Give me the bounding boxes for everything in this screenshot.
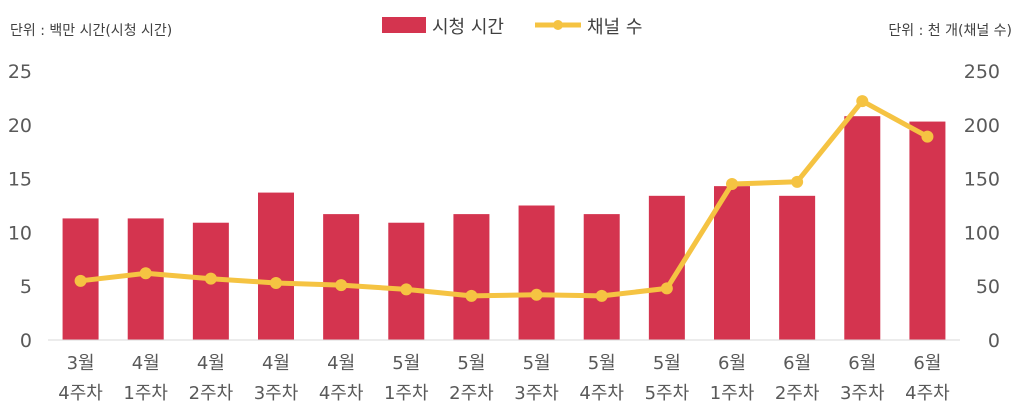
y-right-tick-label: 250 <box>964 61 1000 83</box>
x-tick-label-week: 1주차 <box>123 383 168 404</box>
x-tick-label-week: 2주차 <box>189 383 234 404</box>
x-tick-label-week: 4주차 <box>579 383 624 404</box>
x-tick-label-week: 4주차 <box>58 383 103 404</box>
x-tick-label-month: 6월 <box>913 353 941 374</box>
x-tick-label-month: 4월 <box>327 353 355 374</box>
x-tick-label-month: 6월 <box>783 353 811 374</box>
x-tick-label-month: 5월 <box>523 353 551 374</box>
legend-label-line: 채널 수 <box>587 17 642 38</box>
x-tick-label-week: 3주차 <box>840 383 885 404</box>
bar-viewing-hours <box>844 116 881 340</box>
bar-viewing-hours <box>779 195 816 340</box>
point-channel-count <box>856 95 869 108</box>
x-tick-label-week: 4주차 <box>905 383 950 404</box>
left-axis-unit: 단위 : 백만 시간(시청 시간) <box>10 23 172 39</box>
point-channel-count <box>595 289 608 302</box>
y-left-tick-label: 15 <box>8 169 32 191</box>
y-right-tick-label: 100 <box>964 222 1000 244</box>
right-axis-unit: 단위 : 천 개(채널 수) <box>888 23 1012 39</box>
x-tick-label-month: 6월 <box>848 353 876 374</box>
y-right-tick-label: 200 <box>964 115 1000 137</box>
y-right-tick-label: 150 <box>964 169 1000 191</box>
bar-viewing-hours <box>453 214 490 340</box>
x-tick-label-month: 5월 <box>588 353 616 374</box>
x-tick-label-month: 4월 <box>197 353 225 374</box>
y-left-tick-label: 25 <box>8 61 32 83</box>
x-tick-label-month: 4월 <box>132 353 160 374</box>
legend-swatch-marker <box>553 20 563 30</box>
point-channel-count <box>791 175 804 188</box>
x-tick-label-month: 6월 <box>718 353 746 374</box>
point-channel-count <box>921 130 934 143</box>
x-tick-label-month: 5월 <box>457 353 485 374</box>
x-tick-label-week: 4주차 <box>319 383 364 404</box>
point-channel-count <box>530 288 543 301</box>
line-channel-count <box>78 98 930 299</box>
point-channel-count <box>465 289 478 302</box>
legend-swatch-bar <box>382 17 426 33</box>
y-right-tick-label: 0 <box>988 330 1000 352</box>
bar-viewing-hours <box>323 214 360 340</box>
bar-viewing-hours <box>714 186 750 340</box>
y-left-tick-label: 5 <box>20 276 32 298</box>
x-tick-label-month: 5월 <box>392 353 420 374</box>
point-channel-count <box>139 267 152 280</box>
y-left-tick-label: 0 <box>20 330 32 352</box>
x-tick-label-month: 4월 <box>262 353 290 374</box>
x-tick-label-month: 5월 <box>653 353 681 374</box>
bar-viewing-hours <box>909 121 946 341</box>
y-right-tick-label: 50 <box>976 276 1000 298</box>
y-left-tick-label: 10 <box>8 222 32 244</box>
bar-viewing-hours <box>518 205 555 340</box>
bar-viewing-hours <box>388 222 425 340</box>
legend: 시청 시간 채널 수 <box>382 17 642 38</box>
x-tick-label-week: 3주차 <box>254 383 299 404</box>
x-tick-label-week: 1주차 <box>710 383 755 404</box>
legend-label-bar: 시청 시간 <box>432 17 504 38</box>
x-tick-label-week: 5주차 <box>645 383 690 404</box>
point-channel-count <box>400 283 413 296</box>
point-channel-count <box>74 274 87 287</box>
point-channel-count <box>204 272 217 285</box>
x-tick-label-month: 3월 <box>67 353 95 374</box>
point-channel-count <box>726 177 738 190</box>
x-tick-label-week: 3주차 <box>514 383 559 404</box>
point-channel-count <box>660 282 673 295</box>
x-tick-label-week: 1주차 <box>384 383 429 404</box>
y-left-tick-label: 20 <box>8 115 32 137</box>
bar-viewing-hours <box>258 192 294 340</box>
x-tick-label-week: 2주차 <box>449 383 494 404</box>
x-tick-label-week: 2주차 <box>775 383 820 404</box>
bar-viewing-hours <box>583 214 620 340</box>
plot-area: 05101520250501001502002503월4주차4월1주차4월2주차… <box>8 61 1000 404</box>
point-channel-count <box>335 279 348 292</box>
point-channel-count <box>270 276 282 289</box>
